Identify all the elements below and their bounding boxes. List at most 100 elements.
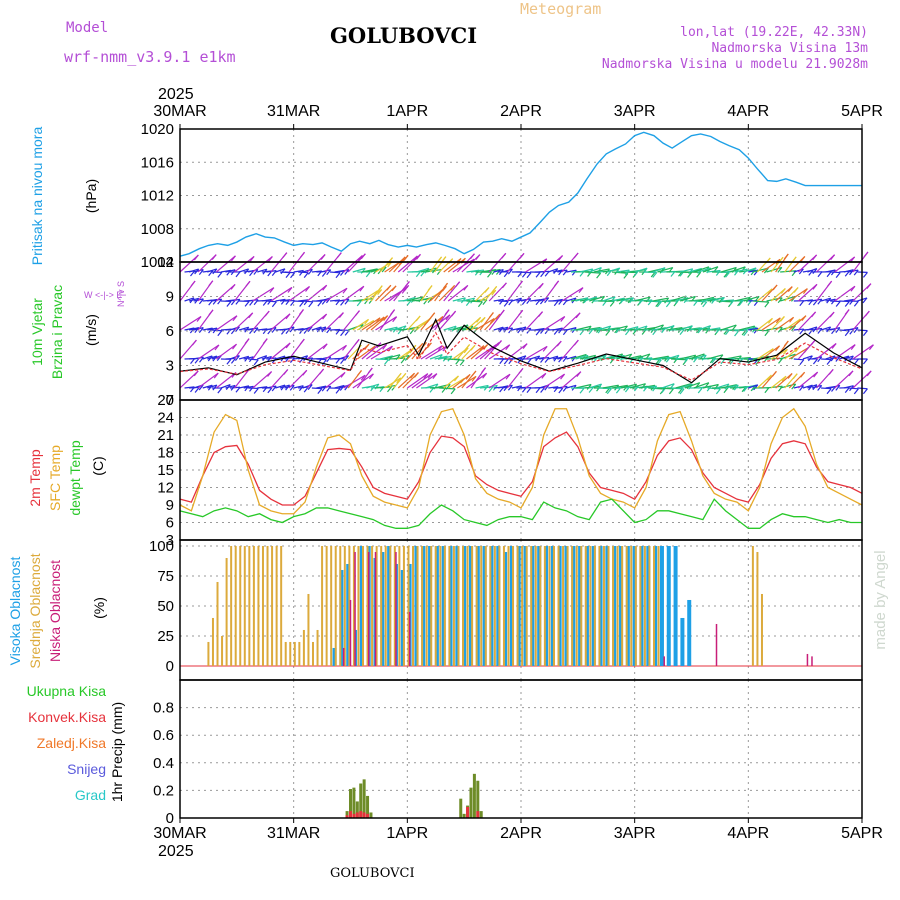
wind-barb (657, 356, 671, 360)
footer-station: GOLUBOVCI (330, 862, 415, 881)
wind-barb (748, 269, 759, 273)
wind-barb-flag (198, 298, 204, 305)
wind-barb-flag (322, 343, 328, 350)
wind-barb-flag (793, 287, 799, 293)
wind-barb (802, 355, 813, 360)
mid-cloud-bar (751, 545, 754, 666)
wind-barb (820, 326, 831, 331)
wind-barb (666, 326, 683, 331)
mid-cloud-bar (225, 557, 228, 666)
temp-tick-label: 9 (166, 497, 174, 514)
wind-barb-flag (850, 285, 856, 292)
panel-frame (179, 679, 863, 819)
bottom-date-label: 5APR (841, 825, 883, 842)
wind-barb-flag (322, 284, 328, 291)
wind-barb (830, 384, 840, 389)
wind-axis-title-1: 10m Vjetar (29, 298, 45, 366)
mid-cloud-bar (607, 545, 610, 666)
mid-cloud-bar (493, 545, 496, 666)
wind-barb-flag (208, 280, 214, 287)
wind-barb-flag (652, 272, 658, 278)
wind-barb (375, 316, 397, 331)
wind-barb-flag (377, 289, 383, 295)
wind-barb (484, 268, 501, 273)
wind-barb (657, 266, 673, 273)
wind-barb-flag (427, 297, 433, 304)
wind-barb-flag (441, 256, 447, 263)
wind-barb (407, 296, 423, 302)
mid-cloud-bar (630, 545, 633, 666)
wind-barb-flag (817, 328, 823, 334)
wind-barb-flag (853, 388, 859, 395)
wind-barb-flag (415, 315, 421, 322)
temp-tick-label: 6 (166, 515, 174, 532)
wind-barb-flag (518, 368, 524, 374)
wind-barb-flag (558, 255, 564, 261)
wind-barb (184, 297, 195, 302)
cloud-axis-title-high: Visoka Oblacnost (7, 557, 23, 666)
high-cloud-bar (564, 545, 569, 666)
wind-barb (575, 354, 589, 360)
wind-barb (184, 327, 195, 331)
wind-barb-flag (459, 359, 465, 366)
wind-barb-flag (298, 309, 304, 315)
wind-barb-flag (321, 271, 327, 277)
bottom-date-label: 3APR (614, 825, 656, 842)
wind-barb (707, 354, 724, 360)
wind-barb (579, 354, 596, 360)
wind-barb-flag (812, 358, 818, 365)
wind-barb (207, 298, 218, 302)
mid-cloud-bar (348, 545, 351, 666)
wind-barb (548, 355, 559, 360)
mid-cloud-bar (311, 641, 314, 666)
wind-barb (420, 345, 443, 360)
wind-barb (234, 255, 255, 273)
wind-barb (238, 268, 249, 273)
model-elevation-label: Nadmorska Visina u modelu 21.9028m (601, 57, 868, 72)
wind-barb-flag (848, 370, 854, 377)
wind-barb (788, 347, 809, 360)
wind-barb (361, 290, 379, 302)
high-cloud-bar (659, 545, 664, 666)
total-precip-bar (345, 811, 349, 818)
mid-cloud-bar (557, 545, 560, 666)
wind-barb-flag (300, 251, 305, 258)
wind-barb-flag (863, 251, 869, 258)
precip-legend-item: Konvek.Kisa (28, 709, 106, 725)
wind-barb-flag (488, 386, 494, 393)
wind-barb-flag (771, 371, 777, 377)
wind-barb-flag (596, 272, 602, 279)
wind-barb (316, 385, 327, 389)
wind-barb-flag (554, 280, 560, 287)
top-date-label: 2APR (500, 103, 542, 120)
wind-barb-flag (212, 268, 218, 275)
wind-barb-flag (562, 356, 568, 363)
wind-barb (306, 343, 328, 360)
bottom-date-label: 1APR (386, 825, 428, 842)
wind-barb-flag (477, 301, 483, 308)
wind-barb-flag (308, 301, 314, 308)
wind-barb-flag (322, 313, 328, 320)
wind-barb (257, 386, 268, 389)
wind-barb-flag (844, 301, 850, 307)
mid-cloud-bar (507, 545, 510, 666)
conv-precip-bar (359, 811, 363, 818)
wind-barb-flag (526, 298, 532, 305)
wind-barb (416, 373, 438, 389)
conv-precip-bar (366, 813, 370, 818)
high-cloud-bar (632, 545, 637, 666)
wind-barb-flag (364, 319, 370, 325)
wind-barb-flag (835, 384, 841, 391)
wind-barb-flag (387, 386, 392, 393)
wind-barb-flag (835, 301, 841, 307)
wind-barb (720, 384, 737, 389)
wind-barb (525, 258, 548, 273)
top-year-label: 2025 (158, 86, 194, 103)
wind-barb (707, 327, 721, 331)
temp-tick-label: 18 (157, 445, 174, 462)
wind-barb-flag (319, 368, 325, 375)
wind-barbs-group (179, 251, 874, 395)
wind-barb (797, 254, 818, 273)
wind-barb (679, 354, 696, 360)
wind-barb-flag (384, 359, 389, 365)
